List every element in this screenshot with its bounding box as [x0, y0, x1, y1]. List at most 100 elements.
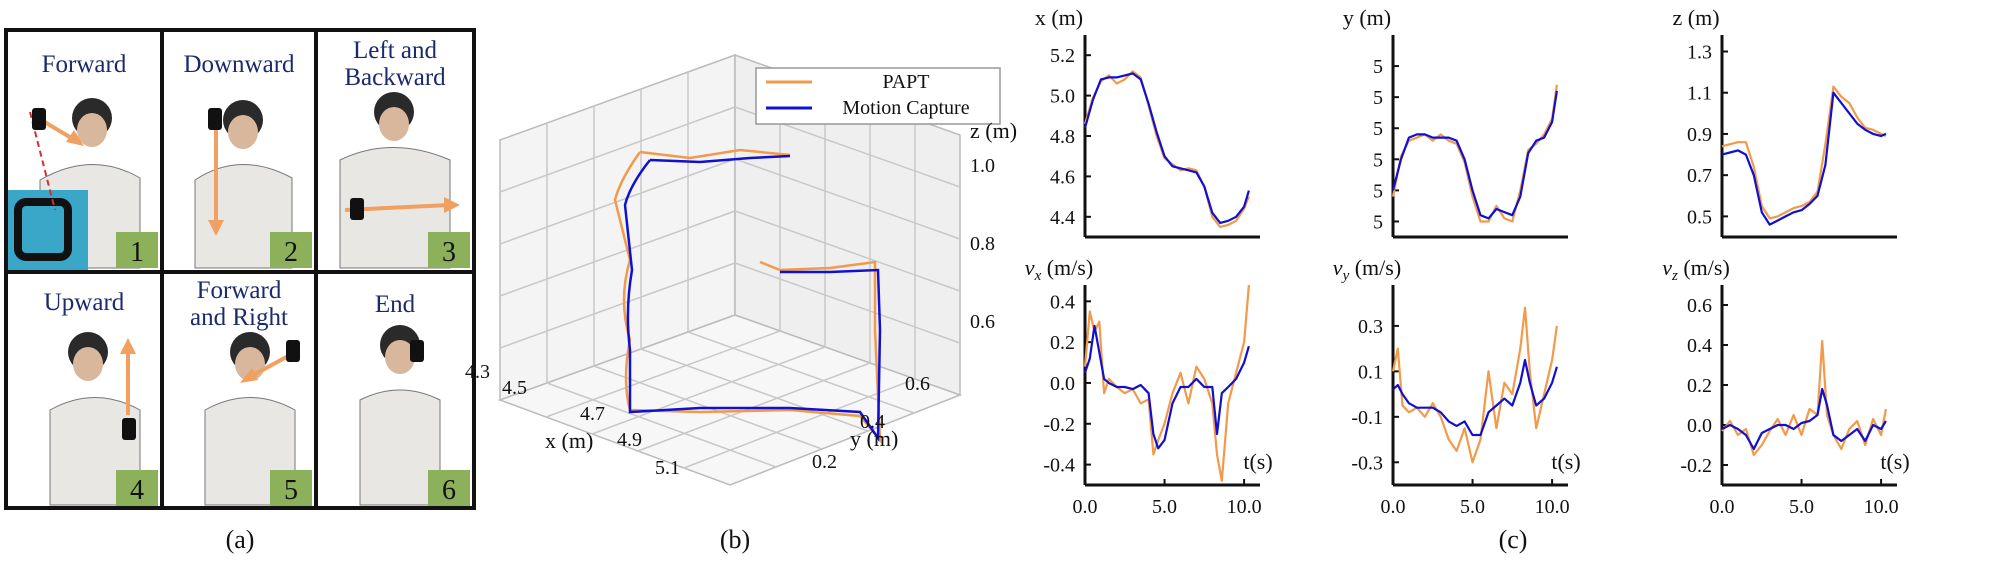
- y-tick-label: 0.3: [1358, 316, 1383, 338]
- series-motion-capture: [1721, 91, 1887, 226]
- legend-box: [755, 67, 1001, 125]
- panel-b: PAPT Motion Capture 1.0 0.8 0.6 z (m) 4.…: [465, 53, 1017, 554]
- hand-device: [410, 340, 424, 362]
- series-papt: [1391, 306, 1558, 464]
- badge-3: [428, 232, 470, 268]
- y-tick-label: -0.2: [1680, 455, 1712, 477]
- series-papt: [1083, 70, 1250, 228]
- y-tick-label: 4.4: [1050, 207, 1075, 229]
- y-label-var: v: [1662, 255, 1672, 280]
- y-tick-label: 0.7: [1687, 165, 1712, 187]
- grid-line: [545, 330, 781, 418]
- x-axis-label: t(s): [1880, 449, 1909, 474]
- y-tick-label: 5.2: [1050, 45, 1075, 67]
- series-motion-capture: [1083, 72, 1250, 224]
- x-tick-4.7: 4.7: [580, 403, 605, 425]
- arrowhead: [444, 197, 460, 213]
- grid-line: [591, 346, 826, 435]
- series-papt: [1721, 85, 1887, 220]
- y-label-sub: x: [1034, 268, 1042, 284]
- y-tick-0.4: 0.4: [860, 411, 885, 433]
- x-axis-label: t(s): [1551, 449, 1580, 474]
- face-6: [385, 340, 415, 374]
- y-tick-label: 1.1: [1687, 83, 1712, 105]
- grid-line: [499, 158, 736, 245]
- badges: [116, 232, 470, 506]
- badge-num-6: 6: [442, 475, 456, 506]
- y-tick-label: 0.2: [1050, 332, 1075, 354]
- grid-line: [683, 378, 916, 469]
- tile-label-4: Upward: [44, 289, 125, 316]
- y-tick-label: 0.6: [1687, 295, 1712, 317]
- face-3: [379, 107, 409, 141]
- y-tick-label: 5: [1373, 56, 1383, 78]
- tile-label-line: Left and: [353, 37, 437, 64]
- x-tick-label: 10.0: [1535, 496, 1570, 518]
- y-tick-label: 0.4: [1050, 291, 1075, 313]
- hand-device: [350, 198, 364, 220]
- z-tick-0.8: 0.8: [970, 233, 995, 255]
- series-motion-capture: [1391, 90, 1558, 220]
- arrowhead: [66, 130, 84, 146]
- x-tick-label: 5.0: [1789, 496, 1814, 518]
- x-tick-label: 5.0: [1152, 496, 1177, 518]
- tile-label-1: Forward: [42, 51, 127, 78]
- grid-line: [499, 106, 736, 193]
- device-pointer: [29, 111, 56, 211]
- chart-c-vz: -0.2 0.0 0.2 0.4 0.6 0.0 5.0 10.0 vz (m/s) t(s): [1662, 255, 1909, 518]
- badge-num-3: 3: [442, 237, 456, 268]
- y-tick-label: 0.1: [1358, 361, 1383, 383]
- caption-c: (c): [1499, 525, 1528, 554]
- z-axis-label: z (m): [970, 118, 1017, 143]
- tile-label-2: Downward: [183, 51, 295, 78]
- y-tick-label: 5: [1373, 87, 1383, 109]
- badge-num-5: 5: [284, 475, 298, 506]
- grid-line: [640, 348, 869, 432]
- tile-label-line: Backward: [344, 64, 446, 91]
- chart-c-x: 4.4 4.6 4.8 5.0 5.2 x (m): [1035, 5, 1260, 239]
- hand-devices: [32, 108, 424, 440]
- y-label-unit: (m/s): [1041, 255, 1093, 280]
- badge-5: [270, 470, 312, 506]
- badge-num-4: 4: [130, 475, 144, 506]
- y-tick-label: 4.6: [1050, 166, 1075, 188]
- legend-label-papt: PAPT: [882, 71, 929, 93]
- arrowhead: [208, 220, 224, 236]
- x-tick-5.1: 5.1: [655, 457, 680, 479]
- x-tick-label: 10.0: [1227, 496, 1262, 518]
- traj-mocap: [623, 154, 882, 442]
- series-motion-capture: [1392, 358, 1558, 437]
- y-tick-label: 0.5: [1687, 206, 1712, 228]
- panel-a: Forward Downward Left and Backward Upward…: [4, 28, 476, 554]
- chart-c-vx: -0.4 -0.2 0.0 0.2 0.4 0.0 5.0 10.0 vx (m/s) t(s): [1025, 255, 1273, 518]
- y-tick-label: -0.4: [1043, 455, 1075, 477]
- y-tick-0.2: 0.2: [812, 451, 837, 473]
- grid-line: [734, 262, 961, 344]
- y-tick-label: 5: [1373, 211, 1383, 233]
- y-tick-label: 0.4: [1687, 335, 1712, 357]
- grid-line: [499, 210, 736, 297]
- badge-1: [116, 232, 158, 268]
- x-axis-label: t(s): [1243, 449, 1272, 474]
- y-tick-label: 1.3: [1687, 41, 1712, 63]
- series-papt: [1083, 284, 1250, 482]
- y-label-unit: (m/s): [1349, 255, 1401, 280]
- x-tick-4.3: 4.3: [465, 361, 490, 383]
- grid-line: [499, 262, 736, 349]
- panel-c: 4.4 4.6 4.8 5.0 5.2 x (m) 5 5 5 5 5 5 y (m) 0.5 0.7 0.9…: [1025, 5, 1910, 518]
- y-label-var: v: [1333, 255, 1343, 280]
- x-tick-label: 5.0: [1460, 496, 1485, 518]
- y-axis-label: y (m): [850, 426, 898, 451]
- y-tick-label: -0.1: [1351, 407, 1383, 429]
- face-1: [77, 113, 107, 147]
- tile-label-line: Forward: [197, 277, 282, 304]
- hand-device: [286, 340, 300, 362]
- x-axis-label: x (m): [545, 428, 593, 453]
- y-tick-label: 5: [1373, 149, 1383, 171]
- x-tick-label: 0.0: [1073, 496, 1098, 518]
- z-tick-0.6: 0.6: [970, 311, 995, 333]
- y-tick-label: -0.2: [1043, 414, 1075, 436]
- y-tick-0.6: 0.6: [905, 373, 930, 395]
- y-label-var: v: [1025, 255, 1035, 280]
